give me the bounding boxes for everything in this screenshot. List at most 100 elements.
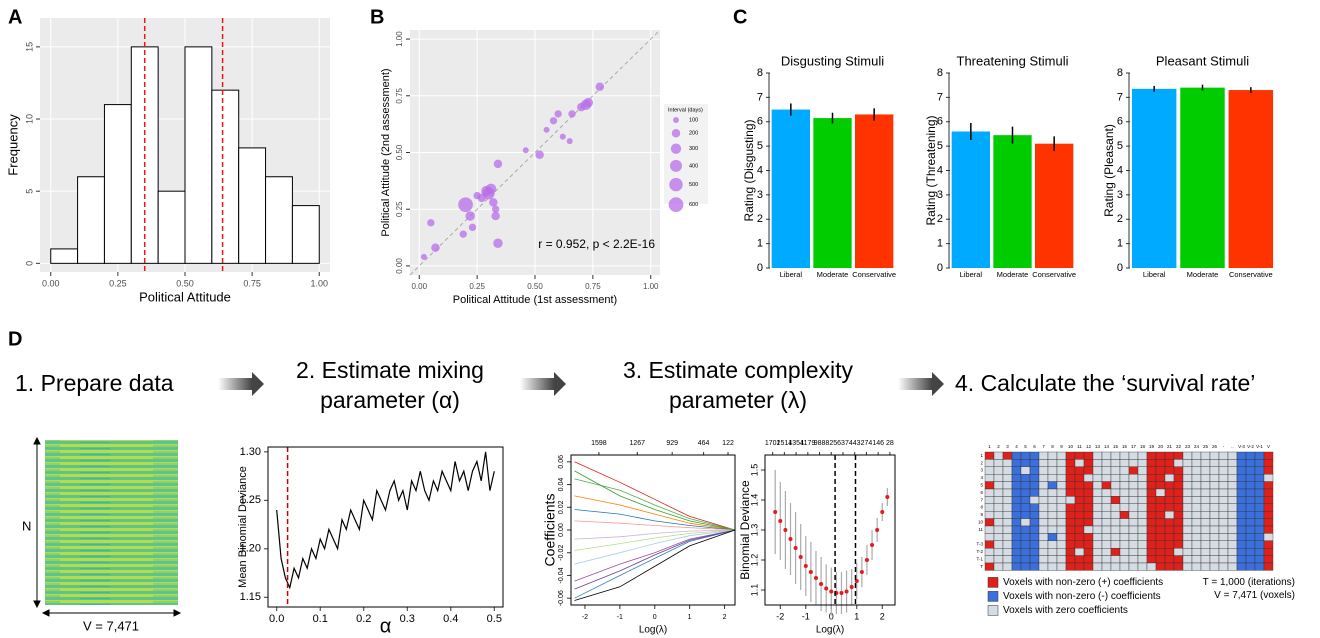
cell bbox=[1254, 466, 1265, 475]
cell bbox=[1200, 533, 1211, 542]
cell bbox=[1056, 451, 1067, 460]
column-label: 26 bbox=[1212, 444, 1218, 449]
cell bbox=[1056, 496, 1067, 504]
cell bbox=[1146, 555, 1157, 564]
cell bbox=[1173, 496, 1184, 504]
y-tick-label: 6 bbox=[757, 116, 763, 128]
cell bbox=[1182, 533, 1193, 542]
cell bbox=[1164, 488, 1175, 497]
cell bbox=[1029, 511, 1040, 519]
y-tick-label: 0.04 bbox=[558, 478, 565, 492]
cell bbox=[984, 481, 995, 490]
cell bbox=[1011, 555, 1022, 564]
y-tick-label: 1.30 bbox=[240, 446, 261, 458]
y-tick-label: 0.06 bbox=[558, 455, 565, 469]
cell bbox=[1020, 481, 1031, 490]
panel-label: C bbox=[733, 6, 747, 28]
x-tick-label: 1 bbox=[688, 614, 692, 621]
cell bbox=[1236, 540, 1247, 549]
cell bbox=[1020, 459, 1031, 467]
cell bbox=[1119, 533, 1130, 542]
bar bbox=[855, 114, 894, 268]
cell bbox=[1038, 540, 1049, 549]
cell bbox=[1092, 488, 1103, 497]
cell bbox=[1074, 548, 1085, 556]
cell bbox=[1002, 451, 1013, 460]
column-label: 10 bbox=[1068, 444, 1074, 449]
cell bbox=[1128, 503, 1139, 512]
cell bbox=[1011, 459, 1022, 467]
cell bbox=[1119, 481, 1130, 490]
column-label: 9 bbox=[1060, 444, 1063, 449]
cell bbox=[993, 503, 1004, 512]
y-tick-label: 8 bbox=[937, 67, 943, 79]
row-label: T bbox=[980, 564, 983, 569]
cell bbox=[1164, 474, 1175, 482]
cell bbox=[1083, 533, 1094, 542]
cell bbox=[1254, 481, 1265, 490]
cell bbox=[1173, 548, 1184, 556]
cell bbox=[1200, 496, 1211, 504]
cell bbox=[984, 488, 995, 497]
column-label: 12 bbox=[1086, 444, 1092, 449]
cell bbox=[1137, 459, 1148, 467]
cell bbox=[1227, 459, 1238, 467]
cell bbox=[1029, 451, 1040, 460]
cell bbox=[1191, 533, 1202, 542]
cell bbox=[1191, 540, 1202, 549]
cell bbox=[1263, 481, 1274, 490]
cell bbox=[1101, 459, 1112, 467]
cell bbox=[984, 451, 995, 460]
cell bbox=[993, 555, 1004, 564]
cell bbox=[1119, 562, 1130, 571]
cell bbox=[1245, 488, 1256, 497]
x-tick-label: 2 bbox=[880, 611, 885, 621]
cell bbox=[1146, 548, 1157, 556]
cell bbox=[1101, 496, 1112, 504]
cell bbox=[1173, 562, 1184, 571]
y-tick-label: 7 bbox=[937, 91, 943, 103]
cell bbox=[1137, 474, 1148, 482]
y-tick-label: 1.4 bbox=[749, 494, 759, 507]
point bbox=[595, 82, 605, 91]
cell bbox=[1146, 511, 1157, 519]
chart-title: Pleasant Stimuli bbox=[1156, 53, 1249, 68]
cell bbox=[1029, 503, 1040, 512]
cell bbox=[1218, 459, 1229, 467]
point bbox=[543, 126, 550, 133]
chart-title: Disgusting Stimuli bbox=[781, 53, 884, 68]
cell bbox=[1263, 562, 1274, 571]
point bbox=[420, 253, 427, 260]
cell bbox=[1110, 503, 1121, 512]
point bbox=[493, 238, 503, 248]
row-label: 3 bbox=[980, 468, 983, 473]
cols-label: V = 7,471 bbox=[83, 618, 139, 633]
point bbox=[458, 197, 473, 213]
point bbox=[819, 582, 824, 586]
cell bbox=[1038, 518, 1049, 527]
cell bbox=[1047, 518, 1058, 527]
y-tick-label: 0.50 bbox=[395, 144, 404, 160]
bar bbox=[265, 176, 293, 264]
cell bbox=[1020, 503, 1031, 512]
cell bbox=[1182, 496, 1193, 504]
coefficient-path bbox=[574, 529, 736, 540]
bar bbox=[103, 104, 132, 264]
cell bbox=[1011, 481, 1022, 490]
row-label: T-3 bbox=[976, 542, 983, 547]
cell bbox=[1110, 474, 1121, 482]
cell bbox=[993, 518, 1004, 527]
cell bbox=[1029, 518, 1040, 527]
column-label: 1 bbox=[988, 444, 991, 449]
cell bbox=[1056, 474, 1067, 482]
cell bbox=[1047, 451, 1058, 460]
top-tick-label: 1514 bbox=[777, 440, 793, 447]
cell bbox=[1011, 562, 1022, 571]
step-title: 1. Prepare data bbox=[15, 370, 174, 396]
cell bbox=[1155, 511, 1166, 519]
cell bbox=[1263, 533, 1274, 542]
legend-label: 200 bbox=[689, 131, 698, 137]
x-tick-label: -2 bbox=[582, 614, 588, 621]
plot-frame bbox=[267, 446, 504, 608]
cell bbox=[1056, 481, 1067, 490]
